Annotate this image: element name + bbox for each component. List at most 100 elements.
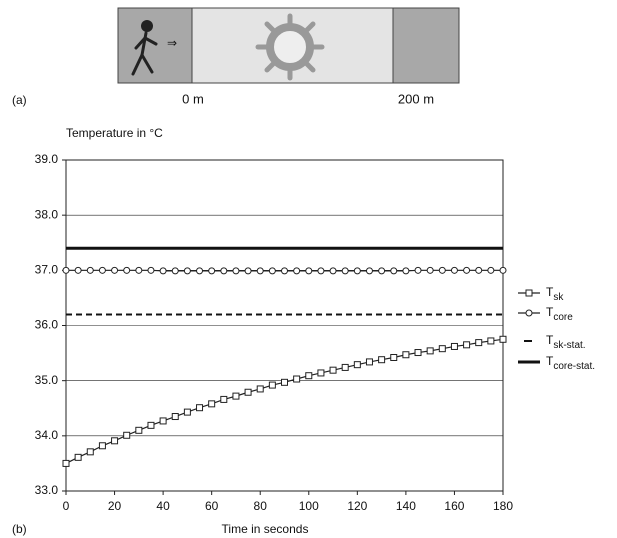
marker [268,381,276,389]
marker [390,353,398,361]
legend-name: T [546,285,554,299]
marker [353,267,361,275]
marker [196,267,204,275]
y-tick-label: 37.0 [35,263,59,277]
x-tick-label: 160 [444,499,464,513]
marker [62,459,70,467]
y-tick-label: 34.0 [35,428,59,442]
marker [135,426,143,434]
marker [208,267,216,275]
marker [171,267,179,275]
marker [196,404,204,412]
x-tick-label: 180 [493,499,513,513]
marker [305,372,313,380]
marker [487,266,495,274]
marker [62,266,70,274]
marker [402,267,410,275]
marker [74,453,82,461]
corridor-diagram: ⇒ [117,7,460,84]
x-axis-label: Time in seconds [222,522,309,536]
y-tick-label: 35.0 [35,373,59,387]
x-tick-label: 120 [347,499,367,513]
marker [438,266,446,274]
marker [171,413,179,421]
marker [208,400,216,408]
marker [111,437,119,445]
x-tick-label: 80 [254,499,268,513]
marker [426,347,434,355]
x-tick-label: 60 [205,499,219,513]
x-tick-label: 140 [396,499,416,513]
marker [317,369,325,377]
marker [402,351,410,359]
marker [463,341,471,349]
distance-label: 0 m [182,91,204,106]
marker [147,421,155,429]
marker [329,366,337,374]
marker [414,266,422,274]
legend-label: Tsk-stat. [546,333,586,350]
walker-icon [131,20,158,76]
marker [232,392,240,400]
y-tick-label: 39.0 [35,152,59,166]
marker [244,267,252,275]
marker [232,267,240,275]
marker [329,267,337,275]
legend-label: Tcore-stat. [546,354,595,371]
marker [98,442,106,450]
marker [123,266,131,274]
panel-label: (a) [12,93,27,107]
panel-label: (b) [12,522,27,536]
marker [159,417,167,425]
y-tick-label: 38.0 [35,207,59,221]
legend-marker [525,289,533,297]
marker [86,266,94,274]
marker [341,363,349,371]
marker [268,267,276,275]
marker [98,266,106,274]
y-tick-label: 36.0 [35,318,59,332]
legend-name: T [546,305,554,319]
start-zone [117,7,193,84]
x-tick-label: 0 [63,499,70,513]
legend-label: Tcore [546,305,573,322]
x-tick-label: 20 [108,499,122,513]
marker [281,378,288,386]
legend-marker [525,309,533,317]
marker [183,267,191,275]
marker [183,408,191,416]
x-tick-label: 100 [299,499,319,513]
marker [426,266,434,274]
marker [135,266,143,274]
marker [450,342,458,350]
marker [378,267,386,275]
marker [147,266,155,274]
marker [220,267,228,275]
marker [159,267,167,275]
marker [317,267,325,275]
marker [463,266,471,274]
end-zone [392,7,460,84]
line [65,338,504,464]
distance-label: 200 m [398,91,434,106]
marker [487,337,495,345]
arrow: ⇒ [167,36,177,50]
legend-name: T [546,333,554,347]
marker [414,349,422,357]
marker [475,339,483,347]
marker [438,345,446,353]
marker [365,358,373,366]
y-axis-label: Temperature in °C [66,126,163,140]
marker [293,267,301,275]
marker [281,267,288,275]
marker [305,267,313,275]
marker [378,356,386,364]
legend-subscript: sk [553,292,564,303]
marker [74,266,82,274]
marker [256,385,264,393]
legend-label: Tsk [546,285,564,302]
marker [475,266,483,274]
marker [220,395,228,403]
virus-icon [255,13,325,81]
marker [293,375,301,383]
